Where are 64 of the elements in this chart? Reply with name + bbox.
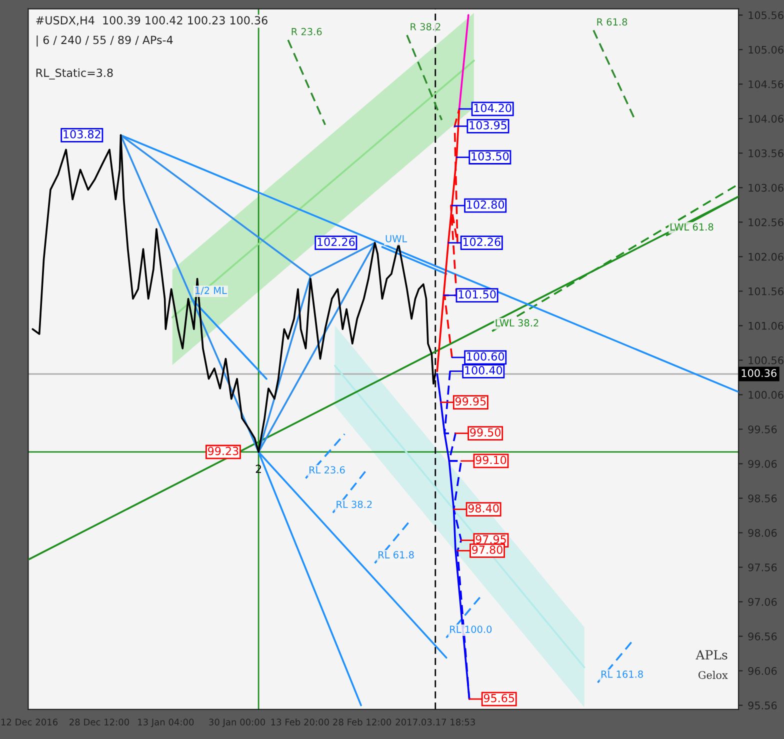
ref-line-label: 100.36 (742, 369, 776, 378)
annotation: 97.80 (472, 546, 502, 554)
series-label: RL 23.6 (309, 466, 345, 474)
y-tick-label: 98.56 (748, 494, 777, 502)
text: #USDX,H4 100.39 100.42 100.23 100.36 (36, 16, 268, 26)
series-label: R 38.2 (410, 23, 440, 30)
y-tick-label: 105.56 (748, 11, 784, 20)
y-tick-label: 100.56 (748, 356, 784, 364)
y-tick-label: 103.06 (748, 184, 784, 192)
y-tick-label: 104.56 (748, 80, 784, 88)
annotation: 102.80 (467, 200, 504, 209)
annotation: 95.65 (484, 694, 514, 702)
y-tick-label: 97.06 (748, 598, 777, 606)
y-tick-label: 99.06 (748, 460, 777, 468)
series-label: R 61.8 (597, 18, 628, 26)
annotation: 104.20 (474, 104, 512, 112)
annotation: 97.95 (476, 535, 506, 544)
y-tick-label: 102.06 (748, 252, 784, 261)
annotation: 103.95 (470, 121, 506, 130)
x-tick-label: 12 Dec 2016 (1, 718, 58, 726)
y-tick-label: 100.06 (748, 390, 784, 399)
y-tick-label: 99.56 (748, 425, 777, 434)
annotation: 101.50 (458, 290, 496, 299)
x-tick-label: 28 Feb 12:00 (333, 718, 392, 726)
annotation: 103.50 (472, 152, 509, 160)
series-label: R 23.6 (292, 28, 322, 36)
y-tick-label: 98.06 (748, 528, 777, 537)
annotation: RL_Static=3.8 (36, 68, 113, 80)
annotation: Gelox (698, 670, 728, 679)
series-label: RL 38.2 (336, 500, 372, 508)
y-tick-label: 96.56 (748, 632, 777, 640)
series-label: RL 100.0 (450, 626, 492, 633)
annotation: 103.82 (64, 130, 100, 138)
series-label: UWL (386, 235, 408, 242)
x-tick-label: 28 Dec 12:00 (70, 718, 129, 726)
annotation: 99.10 (476, 456, 506, 464)
annotation: 100.60 (467, 352, 504, 361)
annotation: 99.95 (455, 397, 486, 406)
y-tick-label: 101.56 (748, 287, 784, 296)
y-tick-label: 96.06 (748, 667, 777, 675)
annotation: 99.50 (470, 428, 500, 437)
y-tick-label: 97.56 (748, 563, 777, 572)
y-tick-label: 104.06 (748, 114, 784, 123)
x-tick-label: 30 Jan 00:00 (209, 718, 266, 728)
y-tick-label: 105.06 (748, 46, 784, 54)
y-tick-label: 102.56 (748, 218, 784, 226)
y-tick-label: 101.06 (748, 322, 784, 330)
annotation: APLs (696, 650, 728, 660)
y-tick-label: 95.56 (748, 702, 777, 710)
x-tick-label: 2017.03.17 18:53 (396, 718, 475, 726)
x-tick-label: 13 Feb 20:00 (271, 718, 329, 726)
annotation: 102.26 (463, 238, 500, 246)
x-tick-label: 13 Jan 04:00 (138, 718, 194, 728)
series-label: LWL 38.2 (496, 319, 538, 327)
series-label: 1/2 ML (195, 286, 227, 295)
annotation: 98.40 (468, 504, 499, 512)
annotation: 99.23 (208, 446, 238, 456)
text: | 6 / 240 / 55 / 89 / APs-4 (36, 35, 173, 47)
series-label: RL 61.8 (378, 551, 414, 558)
annotation: 102.26 (318, 238, 355, 246)
annotation: 100.40 (465, 366, 502, 374)
series-label: RL 161.8 (601, 670, 643, 678)
series-label: LWL 61.8 (670, 223, 714, 231)
y-tick-label: 103.56 (748, 149, 784, 158)
